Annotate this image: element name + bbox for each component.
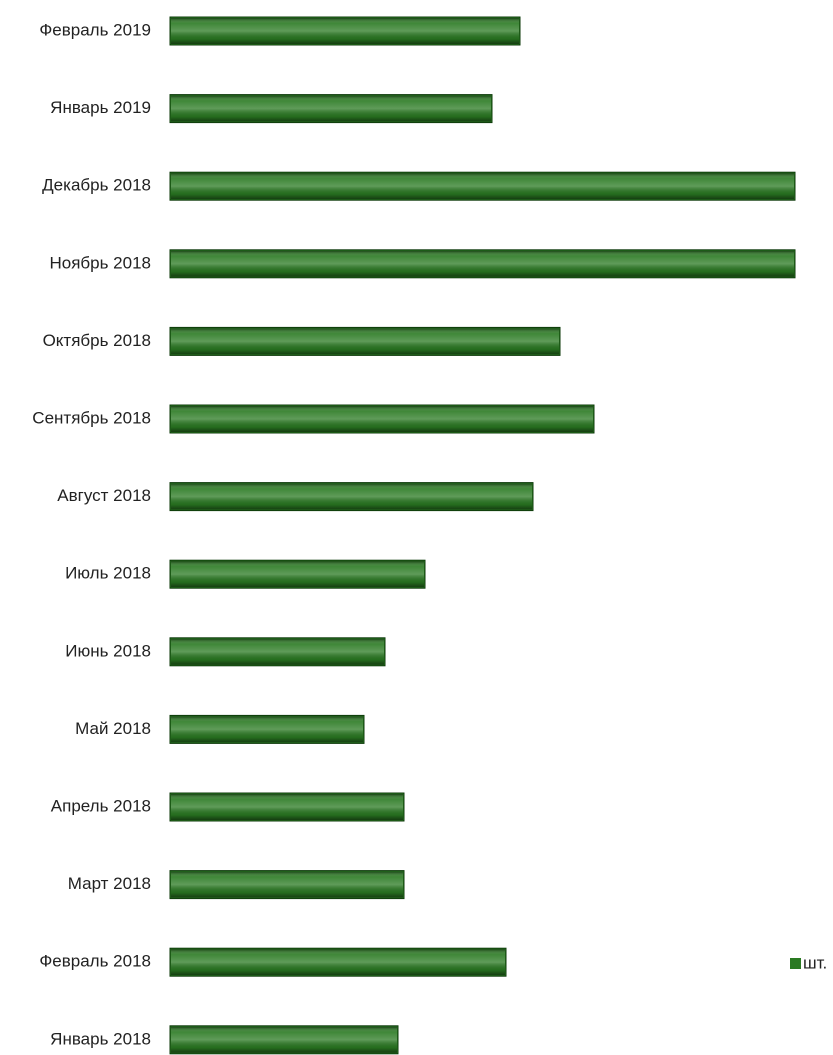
bar-shine [171, 483, 532, 510]
y-tick-label: Август 2018 [57, 486, 151, 505]
y-tick-label: Февраль 2018 [39, 952, 151, 971]
bar-shine [171, 794, 403, 820]
bar-shine [171, 406, 593, 432]
y-tick-label: Январь 2018 [50, 1029, 151, 1048]
bar-shine [171, 561, 424, 588]
bar-shine [171, 18, 519, 44]
y-tick-label: Октябрь 2018 [43, 331, 151, 350]
y-tick-label: Сентябрь 2018 [32, 408, 151, 427]
bar-shine [171, 638, 384, 665]
bar-shine [171, 173, 794, 200]
bar-shine [171, 95, 491, 122]
legend-label: шт. [803, 953, 827, 972]
bar-shine [171, 328, 559, 355]
bar-shine [171, 250, 794, 277]
y-tick-label: Июль 2018 [65, 564, 151, 583]
y-tick-label: Декабрь 2018 [42, 176, 151, 195]
y-tick-label: Ноябрь 2018 [49, 253, 151, 272]
y-tick-label: Май 2018 [75, 719, 151, 738]
bar-shine [171, 716, 363, 743]
y-tick-label: Январь 2019 [50, 98, 151, 117]
y-tick-label: Февраль 2019 [39, 20, 151, 39]
bar-shine [171, 1026, 397, 1053]
y-tick-label: Июнь 2018 [65, 641, 151, 660]
bar-shine [171, 871, 403, 898]
y-tick-label: Март 2018 [68, 874, 151, 893]
bar-shine [171, 949, 505, 976]
legend-swatch [790, 958, 801, 969]
y-tick-label: Апрель 2018 [51, 796, 151, 815]
